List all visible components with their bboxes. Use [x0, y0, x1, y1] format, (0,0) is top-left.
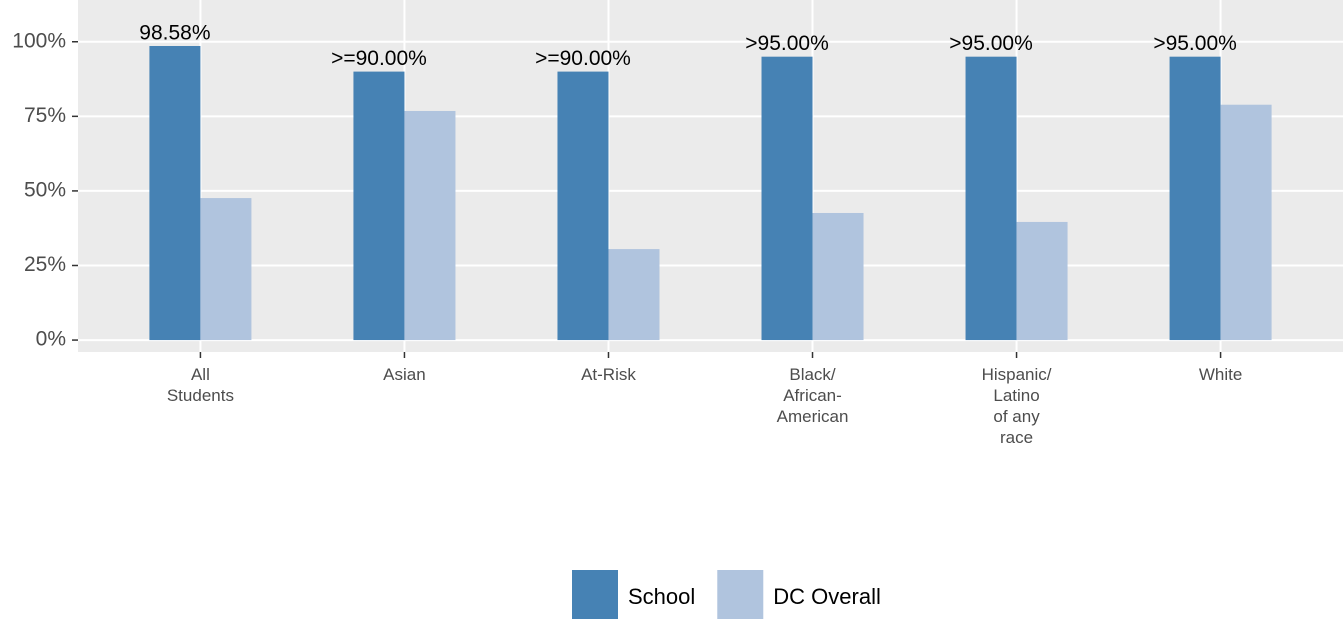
bar [404, 110, 456, 341]
value-label: >=90.00% [535, 47, 631, 70]
y-tick-label: 25% [24, 253, 66, 276]
legend-label: School [628, 584, 695, 609]
bar [812, 212, 864, 341]
y-tick-label: 50% [24, 178, 66, 201]
bar [608, 249, 660, 341]
x-tick-label: White [1198, 365, 1243, 384]
y-tick-label: 0% [36, 328, 66, 351]
bar [149, 45, 201, 341]
x-tick-label: Asian [383, 365, 426, 384]
bar [761, 56, 813, 341]
bar [1220, 104, 1272, 341]
value-label: >95.00% [1153, 32, 1237, 55]
value-label: >95.00% [745, 32, 829, 55]
x-tick-label: Hispanic/ Latino of any race [981, 365, 1052, 447]
x-tick-label: Black/ African- American [776, 365, 849, 426]
legend-key [572, 570, 618, 619]
value-label: 98.58% [139, 22, 210, 45]
legend-label: DC Overall [773, 584, 881, 609]
legend-key [717, 570, 764, 619]
value-label: >=90.00% [331, 47, 427, 70]
bar [1016, 221, 1068, 341]
x-tick-label: All Students [166, 365, 234, 405]
y-tick-label: 75% [24, 104, 66, 127]
y-tick-label: 100% [12, 29, 66, 52]
bar [200, 198, 252, 341]
bar [353, 71, 405, 341]
x-tick-label: At-Risk [581, 365, 636, 384]
plot-panel [78, 0, 1343, 352]
bar [557, 71, 609, 341]
value-label: >95.00% [949, 32, 1033, 55]
bar [965, 56, 1017, 341]
bar [1169, 56, 1221, 341]
